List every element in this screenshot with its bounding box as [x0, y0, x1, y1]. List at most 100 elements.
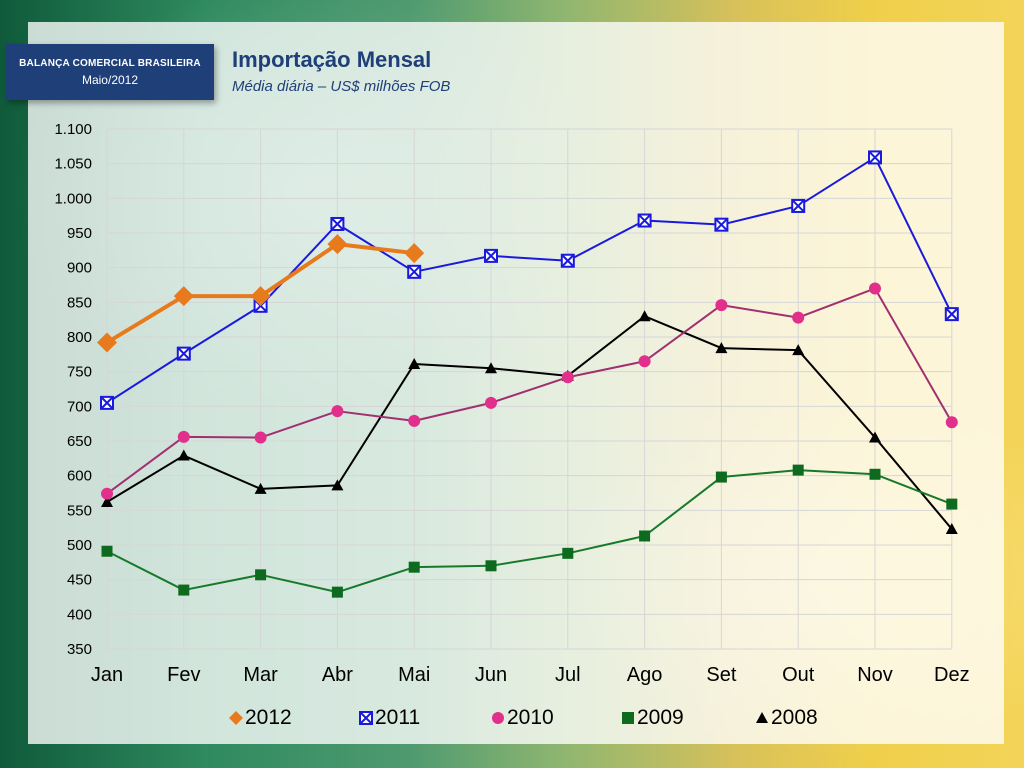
series-2011: [100, 150, 959, 410]
legend-marker-shape: [492, 712, 504, 724]
series-2008: [101, 310, 958, 535]
legend-item-2010: 2010: [490, 706, 554, 730]
data-point-2011: [868, 150, 882, 165]
y-tick-label: 1.100: [54, 121, 92, 138]
series-line-2011: [106, 156, 953, 404]
data-point-2010: [561, 371, 574, 384]
x-tick-label: Jul: [555, 664, 581, 686]
data-point-2010: [715, 299, 728, 312]
data-point-2012: [327, 234, 348, 255]
data-point-2012: [250, 286, 271, 307]
series-2012: [97, 234, 425, 353]
y-tick-label: 450: [67, 572, 92, 589]
data-point-2010: [945, 416, 958, 429]
data-point-2008: [792, 344, 805, 356]
legend-item-2009: 2009: [620, 706, 684, 730]
legend-item-2008: 2008: [754, 706, 818, 730]
y-tick-label: 550: [67, 502, 92, 519]
data-point-2008: [715, 342, 728, 354]
data-point-2008: [408, 358, 421, 370]
chart-panel: [28, 22, 1004, 744]
legend-marker-shape: [229, 711, 243, 725]
x-tick-label: Nov: [857, 664, 893, 686]
data-point-2011-cross: [561, 254, 575, 268]
data-point-2011: [637, 213, 652, 228]
legend-item-2011: 2011: [358, 706, 420, 730]
legend-marker-2008: [756, 712, 768, 723]
data-point-2011-cross: [484, 249, 498, 263]
x-tick-label: Mar: [243, 664, 278, 686]
series-2010: [101, 282, 958, 500]
x-tick-label: Dez: [934, 664, 970, 686]
data-point-2011-cross: [791, 199, 805, 213]
y-tick-label: 800: [67, 329, 92, 346]
data-point-2009: [869, 468, 881, 480]
legend-label-2011: 2011: [375, 706, 421, 729]
data-point-2008: [331, 479, 344, 491]
y-tick-label: 1.050: [54, 156, 92, 173]
data-point-2009: [178, 584, 190, 596]
data-point-2011: [791, 198, 806, 213]
data-point-2011-cross: [714, 217, 729, 232]
data-point-2011-cross: [100, 396, 114, 410]
data-point-2008: [254, 482, 267, 494]
data-point-2008: [177, 449, 190, 461]
data-point-2008: [485, 362, 497, 374]
chart-legend: 2012 2011 2010 2009 2008: [0, 700, 1024, 736]
x-tick-label: Abr: [322, 664, 353, 686]
data-point-2009: [255, 569, 267, 581]
series-line-2009: [106, 469, 953, 594]
data-point-2009: [946, 498, 958, 510]
data-point-2010: [792, 311, 805, 324]
data-point-2011: [176, 346, 191, 361]
data-point-2011: [407, 264, 422, 279]
data-point-2011: [714, 217, 729, 232]
line-chart: 350 400 450 500 550 600 650 700 750 800 850 900 950 1…: [54, 121, 970, 686]
data-point-2011: [484, 248, 498, 263]
legend-marker-shape: [359, 711, 373, 725]
data-point-2010: [177, 430, 190, 443]
data-point-2009: [715, 471, 727, 483]
x-tick-label: Jun: [475, 664, 507, 686]
series-2009: [101, 464, 958, 598]
data-point-2008: [101, 496, 113, 508]
data-point-2012: [404, 243, 425, 264]
y-tick-label: 900: [67, 260, 92, 277]
data-point-2010: [485, 396, 497, 409]
data-point-2009: [101, 545, 113, 557]
data-point-2010: [331, 405, 344, 418]
report-badge: BALANÇA COMERCIAL BRASILEIRA Maio/2012: [6, 44, 214, 100]
legend-marker-shape: [756, 712, 768, 723]
data-point-2011: [944, 307, 959, 322]
data-point-2010: [638, 355, 651, 368]
data-point-2010: [869, 282, 881, 295]
data-point-2011-cross: [177, 346, 191, 361]
x-tick-label: Out: [782, 664, 815, 686]
series-line-2010: [106, 287, 953, 495]
data-point-2008: [869, 431, 881, 443]
data-point-2010: [254, 431, 267, 444]
x-tick-label: Jan: [91, 664, 123, 686]
data-point-2011-cross: [330, 217, 345, 231]
data-point-2008: [945, 523, 958, 535]
legend-marker-2012: [229, 711, 243, 725]
chart-title: Importação Mensal: [232, 47, 432, 72]
y-tick-label: 850: [67, 294, 92, 311]
y-tick-label: 1.000: [54, 190, 92, 207]
legend-item-2012: 2012: [228, 706, 292, 730]
data-point-2009: [639, 530, 651, 542]
y-tick-label: 750: [67, 364, 92, 381]
data-point-2010: [408, 414, 421, 427]
badge-date: Maio/2012: [81, 73, 139, 87]
data-point-2009: [485, 560, 497, 572]
chart-subtitle: Média diária – US$ milhões FOB: [232, 78, 451, 95]
y-tick-label: 600: [67, 468, 92, 485]
x-tick-label: Fev: [167, 664, 200, 686]
y-tick-label: 950: [67, 225, 92, 242]
data-point-2011: [560, 253, 575, 268]
legend-label-2010: 2010: [507, 706, 554, 729]
y-tick-label: 500: [67, 537, 92, 554]
data-point-2011-cross: [868, 150, 882, 165]
data-point-2009: [331, 586, 343, 598]
legend-marker-2011: [359, 711, 373, 725]
